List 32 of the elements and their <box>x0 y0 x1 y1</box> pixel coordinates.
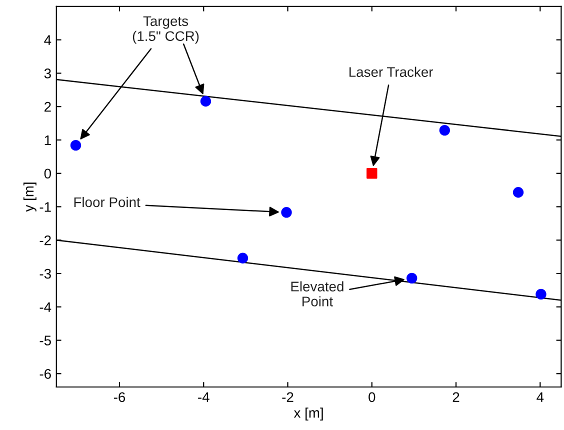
x-axis-title: x [m] <box>294 408 323 421</box>
point <box>512 187 524 198</box>
point <box>366 168 378 179</box>
point <box>237 252 248 264</box>
y-tick-label: -2 <box>40 235 51 246</box>
y-tick-label: 3 <box>44 68 51 78</box>
x-tick-label: 2 <box>452 392 460 402</box>
y-tick-label: -1 <box>40 202 51 212</box>
y-tick-label: -6 <box>40 368 51 379</box>
annotation: Laser Tracker <box>350 66 434 77</box>
y-tick-label: 1 <box>44 135 51 146</box>
x-tick-label: -2 <box>282 392 294 402</box>
y-tick-label: 4 <box>44 35 52 45</box>
y-tick-label: 2 <box>44 102 51 112</box>
y-tick-label: -3 <box>40 268 51 279</box>
y-axis-title: y [m] <box>23 182 36 212</box>
annotation: Floor Point <box>74 196 140 208</box>
y-tick-label: 0 <box>44 168 51 179</box>
point <box>536 288 546 300</box>
point <box>281 207 292 218</box>
y-tick-label: -4 <box>40 302 52 312</box>
point <box>406 272 418 284</box>
annotation: Targets (1.5" CCR) <box>132 16 199 44</box>
y-tick-label: -5 <box>40 336 51 346</box>
point <box>439 124 450 136</box>
x-tick-label: 4 <box>536 392 544 402</box>
x-tick-label: 0 <box>368 392 376 402</box>
x-tick-label: -4 <box>198 392 210 402</box>
point <box>200 96 212 107</box>
annotation: Elevated Point <box>291 281 344 306</box>
point <box>70 140 82 151</box>
x-tick-label: -6 <box>114 392 126 402</box>
